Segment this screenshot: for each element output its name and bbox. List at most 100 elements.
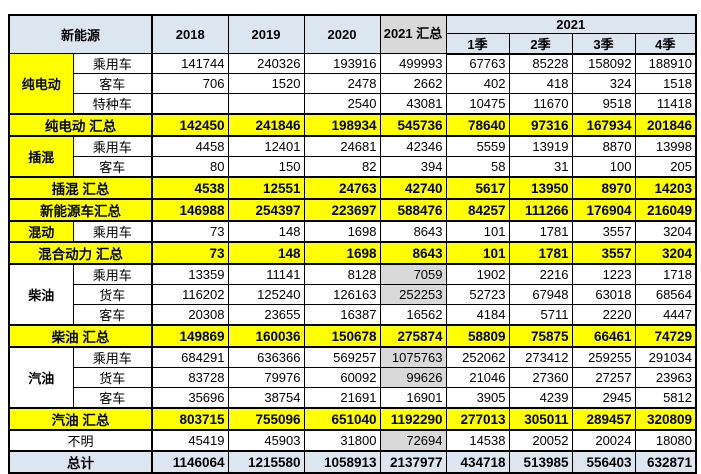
- value-cell: 1075763: [379, 346, 447, 368]
- value-cell: 11141: [227, 263, 305, 285]
- value-cell: 1902: [445, 263, 510, 285]
- value-cell: 3204: [634, 241, 697, 265]
- value-cell: [151, 93, 229, 115]
- summary-label-cell: 纯电动 汇总: [8, 113, 153, 137]
- col-header-q2: 2季: [508, 32, 573, 55]
- subcategory-cell: 乘用车: [72, 135, 153, 157]
- value-cell: 2478: [303, 73, 381, 94]
- table-row-客车: 客车 35696 38754 21691 16901 3905 4239 2945 5812: [9, 387, 697, 409]
- value-cell: 4538: [151, 176, 229, 200]
- summary-label-cell: 汽油 汇总: [8, 407, 153, 431]
- category-cell: 插混: [8, 135, 74, 178]
- value-cell: 2662: [379, 73, 447, 94]
- table-row-汽油-乘用车: 汽油 乘用车 684291 636366 569257 1075763 252062 2734…: [8, 346, 697, 409]
- value-cell: 291034: [634, 346, 697, 368]
- col-header-q4: 4季: [634, 32, 697, 55]
- value-cell: 149869: [151, 324, 229, 348]
- value-cell: 706: [151, 73, 229, 94]
- vehicle-sales-table: 新能源 2018 2019 2020 2021 汇总 2021 1季 2季 3季…: [8, 14, 697, 474]
- value-cell: 45419: [151, 429, 229, 452]
- subcategory-cell: 客车: [72, 304, 153, 326]
- value-cell: 9518: [571, 93, 636, 115]
- value-cell: 75875: [508, 324, 573, 348]
- value-cell: 636366: [227, 346, 305, 368]
- col-header-2021-group: 2021: [445, 14, 697, 34]
- value-cell: 111266: [508, 198, 573, 222]
- value-cell: 141744: [151, 53, 229, 74]
- value-cell: 20052: [508, 429, 573, 452]
- value-cell: 80: [151, 156, 229, 178]
- value-cell: 5559: [445, 135, 510, 157]
- table-row-客车: 客车 20308 23655 16387 16562 4184 5711 2220 4447: [9, 304, 697, 326]
- value-cell: 434718: [445, 450, 510, 474]
- table-row-柴油 汇总: 柴油 汇总 149869 160036 150678 275874 58809 75875 6…: [8, 324, 697, 348]
- value-cell: 126163: [303, 284, 381, 305]
- subcategory-cell: 客车: [72, 73, 153, 94]
- value-cell: 79976: [227, 367, 305, 388]
- value-cell: 8128: [303, 263, 381, 285]
- col-header-2018: 2018: [151, 14, 229, 54]
- value-cell: 97316: [508, 113, 573, 137]
- value-cell: 198934: [303, 113, 381, 137]
- value-cell: 8643: [379, 220, 447, 243]
- value-cell: 84257: [445, 198, 510, 222]
- table-row-插混 汇总: 插混 汇总 4538 12551 24763 42740 5617 13950 8970 142…: [8, 176, 697, 200]
- value-cell: 21046: [445, 367, 510, 388]
- value-cell: 803715: [151, 407, 229, 431]
- value-cell: 499993: [379, 53, 447, 74]
- value-cell: 31: [508, 156, 573, 178]
- value-cell: 545736: [379, 113, 447, 137]
- value-cell: 16387: [303, 304, 381, 326]
- value-cell: 43081: [379, 93, 447, 115]
- category-cell: 汽油: [8, 346, 74, 409]
- value-cell: 254397: [227, 198, 305, 222]
- value-cell: 651040: [303, 407, 381, 431]
- value-cell: 52723: [445, 284, 510, 305]
- table-row-混合动力 汇总: 混合动力 汇总 73 148 1698 8643 101 1781 3557 3204: [8, 241, 697, 265]
- table-row-不明: 不明 45419 45903 31800 72694 14538 20052 20024 180…: [8, 429, 697, 452]
- value-cell: 13950: [508, 176, 573, 200]
- value-cell: 1223: [571, 263, 636, 285]
- value-cell: 67948: [508, 284, 573, 305]
- value-cell: 13998: [634, 135, 697, 157]
- value-cell: 1718: [634, 263, 697, 285]
- value-cell: 7059: [379, 263, 447, 285]
- value-cell: 42346: [379, 135, 447, 157]
- table-body: 纯电动 乘用车 141744 240326 193916 499993 67763 85228…: [8, 53, 697, 474]
- value-cell: 402: [445, 73, 510, 94]
- value-cell: 150678: [303, 324, 381, 348]
- subcategory-cell: 客车: [72, 156, 153, 178]
- value-cell: 10475: [445, 93, 510, 115]
- table-row-新能源车汇总: 新能源车汇总 146988 254397 223697 588476 84257 11126…: [8, 198, 697, 222]
- value-cell: 588476: [379, 198, 447, 222]
- table-header: 新能源 2018 2019 2020 2021 汇总 2021 1季 2季 3季…: [8, 14, 697, 55]
- value-cell: 2216: [508, 263, 573, 285]
- value-cell: 45903: [227, 429, 305, 452]
- col-header-2021-total: 2021 汇总: [379, 14, 447, 54]
- value-cell: 11670: [508, 93, 573, 115]
- value-cell: 5711: [508, 304, 573, 326]
- value-cell: 240326: [227, 53, 305, 74]
- value-cell: 67763: [445, 53, 510, 74]
- value-cell: 4239: [508, 387, 573, 409]
- value-cell: 66461: [571, 324, 636, 348]
- value-cell: 4184: [445, 304, 510, 326]
- value-cell: 148: [227, 241, 305, 265]
- value-cell: 193916: [303, 53, 381, 74]
- value-cell: 23655: [227, 304, 305, 326]
- value-cell: 8643: [379, 241, 447, 265]
- value-cell: 85228: [508, 53, 573, 74]
- value-cell: 241846: [227, 113, 305, 137]
- row-label-cell: 总计: [8, 450, 153, 474]
- subcategory-cell: 乘用车: [72, 220, 153, 243]
- value-cell: 23963: [634, 367, 697, 388]
- value-cell: 2945: [571, 387, 636, 409]
- value-cell: 188910: [634, 53, 697, 74]
- value-cell: 3557: [571, 241, 636, 265]
- subcategory-cell: 乘用车: [72, 53, 153, 74]
- value-cell: 755096: [227, 407, 305, 431]
- value-cell: 201846: [634, 113, 697, 137]
- value-cell: 20024: [571, 429, 636, 452]
- table-row-柴油-乘用车: 柴油 乘用车 13359 11141 8128 7059 1902 2216 1223 1718: [8, 263, 697, 326]
- value-cell: 320809: [634, 407, 697, 431]
